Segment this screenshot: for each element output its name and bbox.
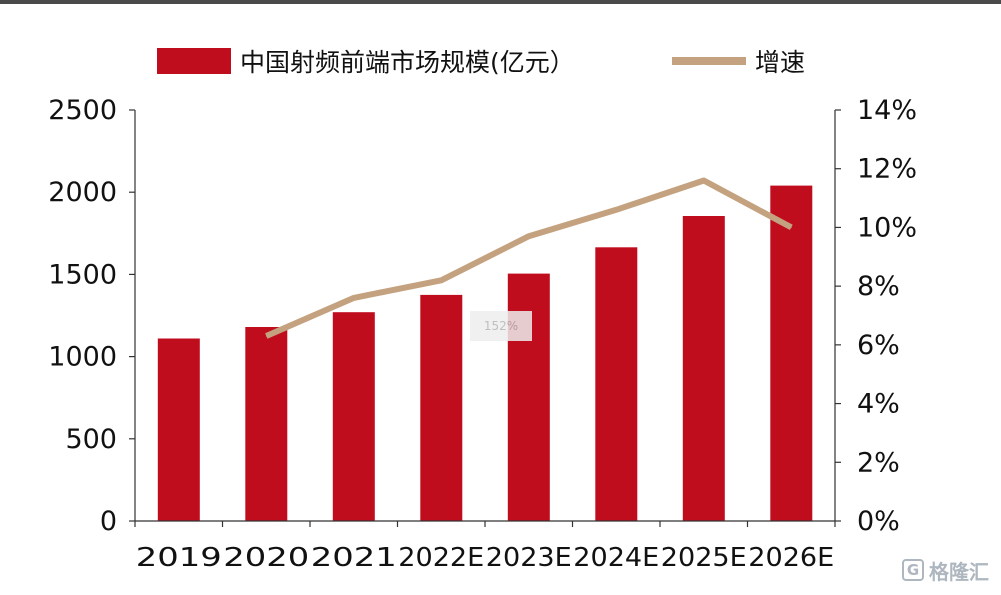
x-tick-label: 2019 xyxy=(136,543,222,573)
x-tick-label: 2026E xyxy=(748,543,834,573)
growth-point-2022E xyxy=(440,279,442,281)
left-tick-label: 1500 xyxy=(48,259,117,290)
x-tick-label: 2025E xyxy=(661,543,747,573)
right-tick-label: 6% xyxy=(857,330,900,361)
bar-2024E xyxy=(595,247,638,522)
legend-bar-swatch xyxy=(157,48,231,74)
brand-logo: G 格隆汇 xyxy=(902,557,989,584)
right-tick-label: 8% xyxy=(857,271,900,302)
brand-text: 格隆汇 xyxy=(929,559,989,584)
growth-point-2024E xyxy=(615,209,617,211)
bar-2022E xyxy=(420,294,463,521)
x-tick-label: 2020 xyxy=(223,543,309,573)
x-tick-label: 2021 xyxy=(311,543,397,573)
bar-2025E xyxy=(682,216,725,521)
growth-point-2020 xyxy=(265,335,267,337)
legend-line-label: 增速 xyxy=(755,48,805,77)
left-tick-label: 0 xyxy=(100,506,117,537)
right-tick-label: 0% xyxy=(857,506,900,537)
left-tick-label: 1000 xyxy=(48,342,117,373)
left-tick-label: 500 xyxy=(65,424,117,455)
brand-icon: G xyxy=(902,559,924,581)
right-tick-label: 10% xyxy=(857,212,917,243)
bar-2019 xyxy=(157,338,200,521)
bar-2020 xyxy=(245,327,288,521)
right-tick-label: 14% xyxy=(857,95,917,126)
legend-bar-label: 中国射频前端市场规模(亿元） xyxy=(240,48,575,77)
right-tick-label: 2% xyxy=(857,447,900,478)
growth-point-2021 xyxy=(353,297,355,299)
bar-2021 xyxy=(332,312,375,521)
zoom-watermark: 152% xyxy=(470,311,532,341)
left-tick-label: 2500 xyxy=(48,95,117,126)
growth-point-2026E xyxy=(790,226,792,228)
growth-point-2025E xyxy=(703,180,705,181)
right-tick-label: 4% xyxy=(857,389,900,420)
right-tick-label: 12% xyxy=(857,154,917,185)
growth-point-2023E xyxy=(528,235,530,237)
top-border xyxy=(0,0,1001,4)
x-tick-label: 2022E xyxy=(398,543,484,573)
x-tick-label: 2024E xyxy=(573,543,659,573)
bar-2026E xyxy=(770,185,813,521)
x-tick-label: 2023E xyxy=(486,543,572,573)
left-tick-label: 2000 xyxy=(48,177,117,208)
